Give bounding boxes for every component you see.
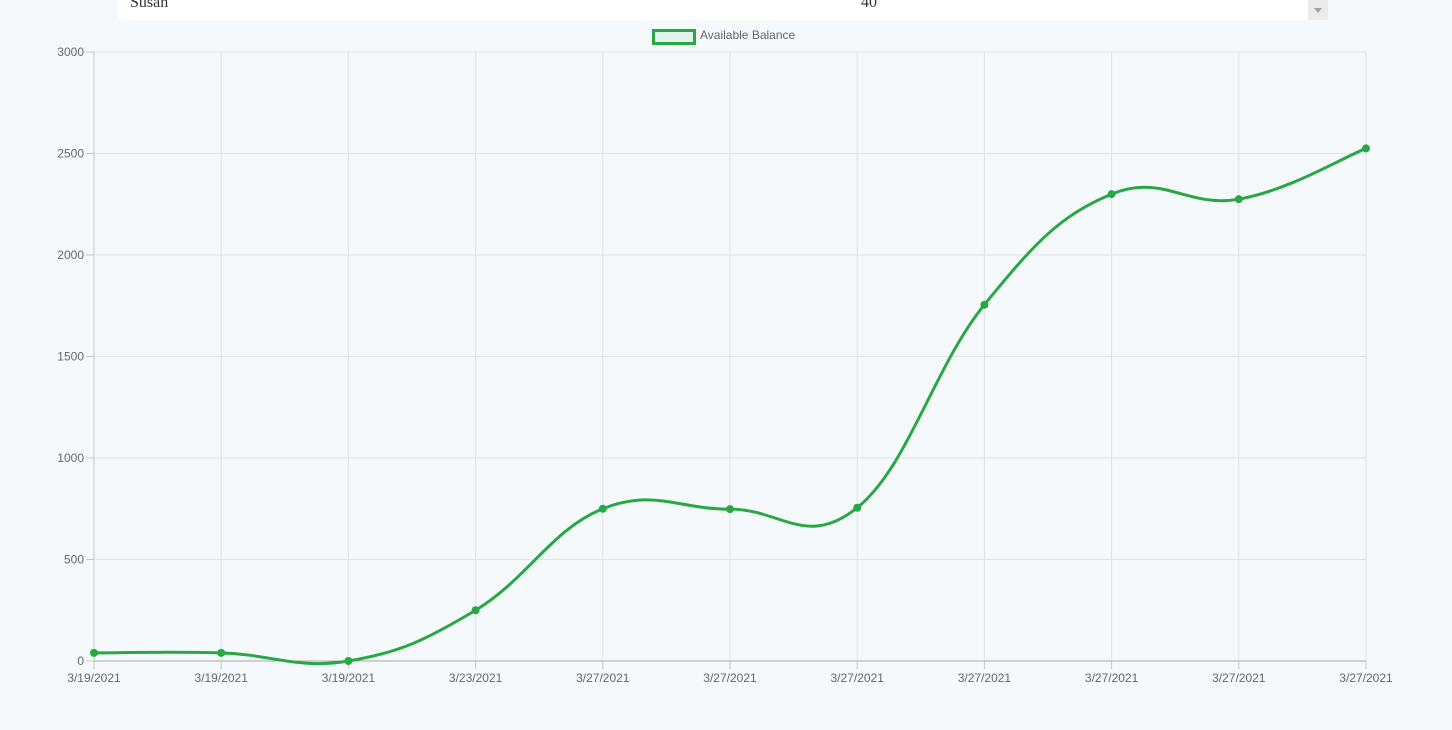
x-tick-label: 3/19/2021 [67,671,121,685]
y-tick-label: 1000 [57,451,84,465]
y-tick-label: 2000 [57,248,84,262]
row-name: Susan [130,0,169,11]
x-tick-label: 3/27/2021 [1212,671,1266,685]
x-tick-label: 3/27/2021 [831,671,885,685]
legend-label: Available Balance [700,28,796,42]
chart-axes [86,51,1367,669]
data-point [217,648,226,657]
data-point [471,606,480,615]
y-tick-label: 2500 [57,147,84,161]
data-point [1107,190,1116,199]
chart-grid [93,51,1367,662]
y-axis-ticks: 0 500 1000 1500 2000 2500 3000 [57,45,84,668]
x-tick-label: 3/27/2021 [1339,671,1393,685]
x-tick-label: 3/27/2021 [703,671,757,685]
data-point [853,503,862,512]
x-axis-ticks: 3/19/2021 3/19/2021 3/19/2021 3/23/2021 3/27… [67,671,1393,685]
data-point [1234,195,1243,204]
x-tick-label: 3/27/2021 [1085,671,1139,685]
legend-swatch [652,29,696,45]
y-tick-label: 0 [77,654,84,668]
x-tick-label: 3/27/2021 [958,671,1012,685]
x-tick-label: 3/23/2021 [449,671,503,685]
data-point [1362,144,1370,153]
y-tick-label: 3000 [57,45,84,59]
y-tick-label: 500 [64,553,84,567]
x-tick-label: 3/27/2021 [576,671,630,685]
series-points [90,144,1370,665]
data-point [344,657,353,665]
series-line-available-balance [93,147,1367,666]
data-point [598,504,607,513]
x-tick-label: 3/19/2021 [195,671,249,685]
y-tick-label: 1500 [57,350,84,364]
data-point [90,648,98,657]
data-point [980,300,989,309]
scroll-down-icon[interactable] [1308,0,1328,20]
row-amount: 40 [861,0,877,11]
x-tick-label: 3/19/2021 [322,671,376,685]
selected-row[interactable]: Susan 40 [118,0,1328,20]
data-point [726,505,734,514]
